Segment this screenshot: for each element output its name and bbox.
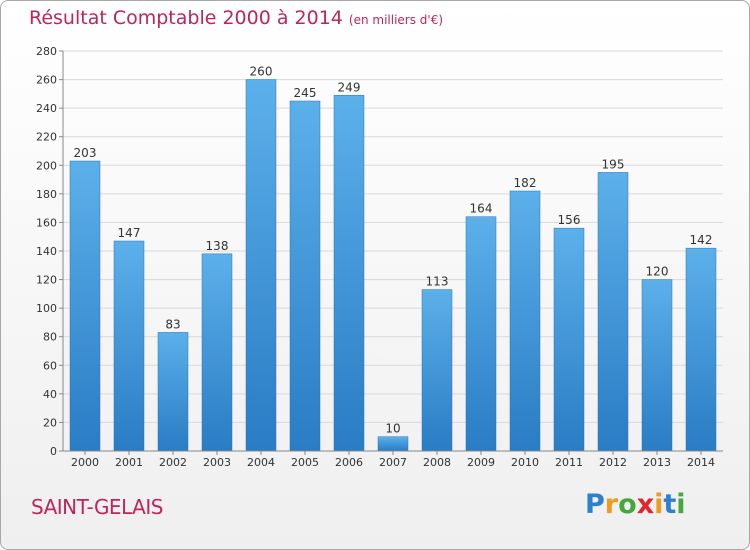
bar-2003 (201, 253, 233, 452)
logo-letter: i (654, 489, 664, 520)
x-tick-label-2002: 2002 (159, 456, 187, 469)
place-name: SAINT-GELAIS (31, 495, 163, 519)
y-tick-label: 20 (43, 416, 57, 429)
y-tick-label: 100 (36, 302, 57, 315)
y-tick-label: 240 (36, 102, 57, 115)
logo-letter: x (636, 489, 655, 520)
chart-subtitle: (en milliers d'€) (348, 13, 444, 27)
bar-2001 (113, 240, 145, 452)
y-tick-label: 220 (36, 131, 57, 144)
x-tick-label-2009: 2009 (467, 456, 495, 469)
logo-letter: t (663, 489, 677, 520)
bar-2008 (421, 289, 453, 452)
axis-layer: 0 20 40 60 80 100 120 140 160 180 200 220 240 260 280 2… (36, 45, 723, 469)
y-tick-label: 260 (36, 74, 57, 87)
x-tick-label-2007: 2007 (379, 456, 407, 469)
logo-letter: P (585, 489, 605, 520)
value-label-2002: 83 (165, 317, 180, 331)
bar-2011 (553, 227, 585, 452)
x-tick-label-2005: 2005 (291, 456, 319, 469)
bar-2007 (377, 436, 409, 452)
logo-letter: i (676, 489, 686, 520)
y-tick-label: 60 (43, 359, 57, 372)
x-tick-label-2004: 2004 (247, 456, 275, 469)
value-label-2003: 138 (206, 239, 229, 253)
bar-2009 (465, 216, 497, 452)
y-tick-label: 120 (36, 274, 57, 287)
bar-2000 (69, 160, 101, 452)
x-tick-label-2010: 2010 (511, 456, 539, 469)
bar-2013 (641, 279, 673, 452)
y-tick-label: 0 (50, 445, 57, 458)
proxiti-logo: Proxiti (585, 489, 686, 520)
label-layer: 203 147 83 138 260 245 249 10 113 164 182 156 195 120… (74, 65, 713, 436)
x-tick-label-2014: 2014 (687, 456, 715, 469)
bar-2005 (289, 100, 321, 452)
y-tick-label: 160 (36, 216, 57, 229)
x-tick-label-2001: 2001 (115, 456, 143, 469)
x-tick-label-2008: 2008 (423, 456, 451, 469)
y-tick-label: 40 (43, 388, 57, 401)
bar-2014 (685, 247, 717, 452)
value-label-2007: 10 (385, 422, 400, 436)
value-label-2009: 164 (470, 202, 493, 216)
value-label-2005: 245 (294, 86, 317, 100)
x-tick-label-2000: 2000 (71, 456, 99, 469)
logo-letter: r (604, 489, 619, 520)
value-label-2006: 249 (338, 80, 361, 94)
value-label-2008: 113 (426, 275, 449, 289)
value-label-2004: 260 (250, 65, 273, 79)
value-label-2014: 142 (690, 233, 713, 247)
y-tick-label: 80 (43, 331, 57, 344)
y-tick-label: 180 (36, 188, 57, 201)
x-tick-label-2012: 2012 (599, 456, 627, 469)
value-label-2011: 156 (558, 213, 581, 227)
value-label-2012: 195 (602, 157, 625, 171)
bar-2006 (333, 95, 365, 452)
x-tick-label-2003: 2003 (203, 456, 231, 469)
y-tick-label: 140 (36, 245, 57, 258)
x-tick-label-2006: 2006 (335, 456, 363, 469)
x-tick-label-2013: 2013 (643, 456, 671, 469)
bar-2012 (597, 172, 629, 452)
bar-2002 (157, 332, 189, 452)
bar-2010 (509, 190, 541, 452)
logo-letter: o (618, 489, 637, 520)
bar-2004 (245, 79, 277, 452)
chart-title: Résultat Comptable 2000 à 2014 (en millie… (29, 7, 443, 29)
value-label-2000: 203 (74, 146, 97, 160)
chart-title-text: Résultat Comptable 2000 à 2014 (29, 7, 343, 29)
y-tick-label: 280 (36, 45, 57, 58)
y-tick-label: 200 (36, 159, 57, 172)
value-label-2001: 147 (118, 226, 141, 240)
x-tick-label-2011: 2011 (555, 456, 583, 469)
value-label-2013: 120 (646, 265, 669, 279)
bar-layer (69, 79, 717, 452)
value-label-2010: 182 (514, 176, 537, 190)
